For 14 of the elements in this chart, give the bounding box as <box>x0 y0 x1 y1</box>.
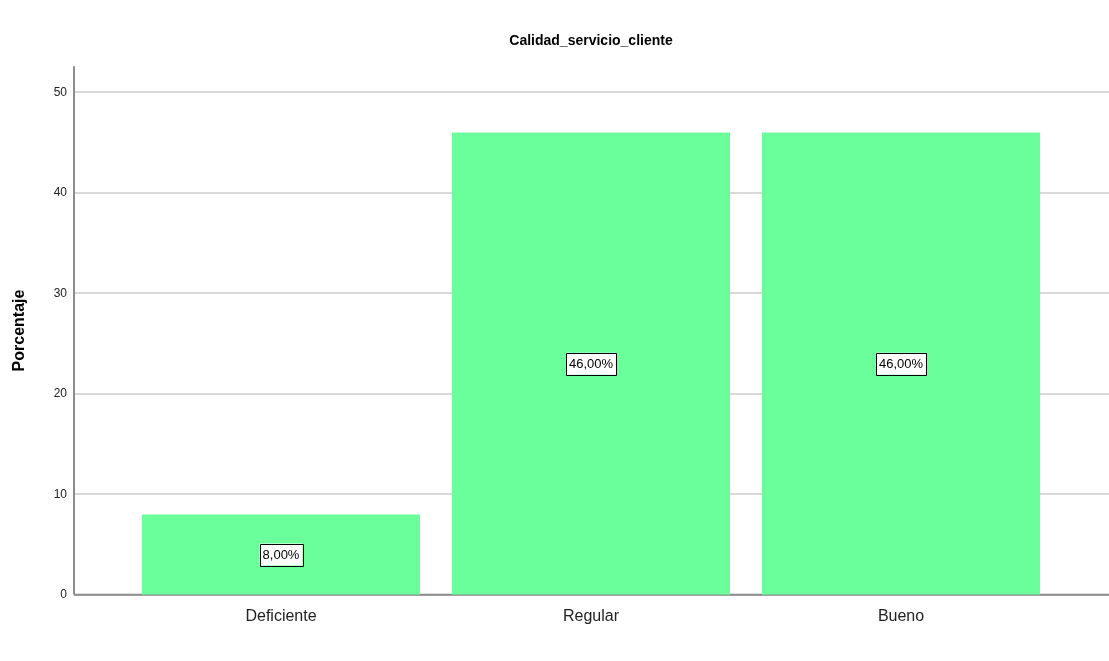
data-label: 8,00% <box>262 547 300 563</box>
y-tick-label: 30 <box>53 285 68 300</box>
y-tick-label: 40 <box>53 185 68 200</box>
data-label: 46,00% <box>878 356 924 372</box>
x-tick-label: Bueno <box>877 606 925 624</box>
y-tick-label: 0 <box>60 587 68 602</box>
y-tick-label: 20 <box>53 386 68 401</box>
x-tick-label: Deficiente <box>245 606 317 624</box>
data-label: 46,00% <box>568 356 614 372</box>
x-tick-label: Regular <box>562 606 620 624</box>
chart-title: Calidad_servicio_cliente <box>509 31 673 48</box>
y-tick-label: 50 <box>53 84 68 99</box>
y-tick-label: 10 <box>53 486 68 501</box>
y-axis-title: Porcentaje <box>10 289 28 372</box>
